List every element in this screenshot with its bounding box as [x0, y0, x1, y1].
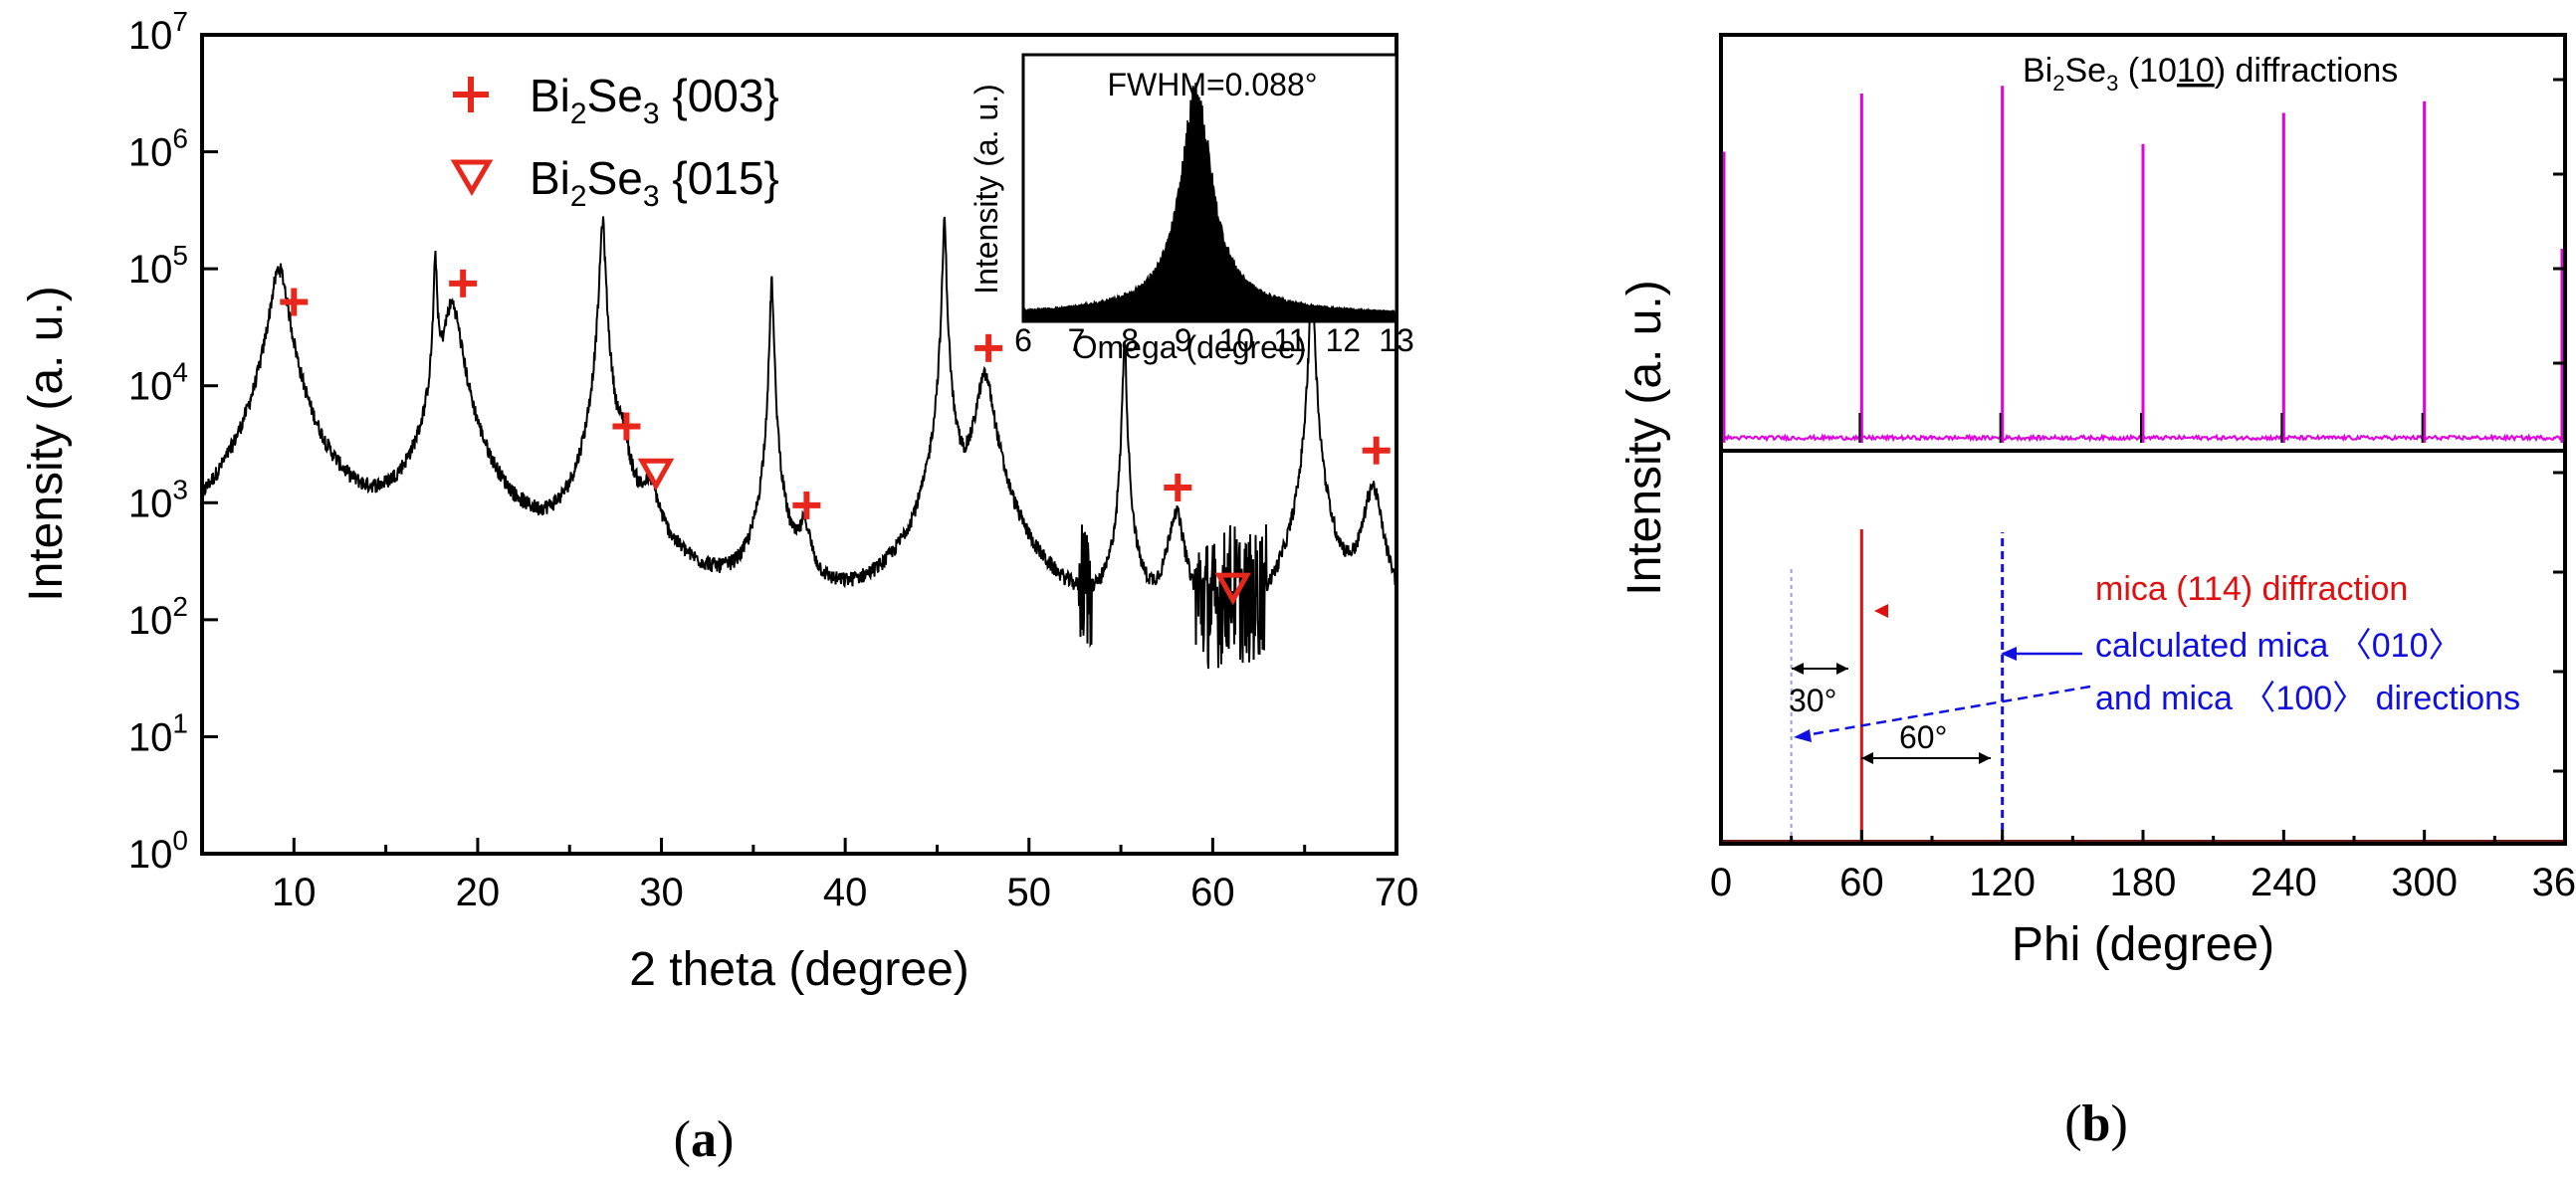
- y-axis-title-b: Intensity (a. u.): [1618, 280, 1671, 595]
- x-tick-label-b: 300: [2391, 861, 2458, 904]
- y-tick-label-a: 106: [128, 123, 188, 175]
- x-tick-label-b: 60: [1839, 861, 1884, 904]
- phi-top-title: Bi2Se3 (1010) diffractions: [2023, 52, 2398, 96]
- y-tick-label-a: 102: [128, 591, 188, 643]
- inset-x-tick-label: 12: [1326, 322, 1362, 358]
- calc-arrow-30: [1799, 685, 2091, 738]
- x-tick-label-a: 10: [272, 871, 317, 914]
- legend-entry-015: Bi2Se3 {015}: [530, 152, 779, 213]
- inset-x-tick-label: 7: [1068, 322, 1086, 358]
- x-tick-label-a: 30: [639, 871, 684, 914]
- legend-triangle: [450, 159, 494, 196]
- calc-mica-label-1: calculated mica 〈010〉: [2095, 627, 2463, 665]
- xrd-trace: [201, 216, 1397, 670]
- x-tick-label-a: 60: [1190, 871, 1235, 914]
- x-axis-title-a: 2 theta (degree): [629, 943, 969, 996]
- panel-label-b: (b): [2064, 1095, 2128, 1152]
- plus-marker: [449, 269, 478, 297]
- calc-mica-label-2: and mica 〈100〉 directions: [2095, 680, 2520, 717]
- peak-markers: [280, 269, 1391, 606]
- inset-fwhm-annotation: FWHM=0.088°: [1107, 67, 1317, 102]
- y-tick-label-a: 105: [128, 240, 188, 292]
- calc-arrowhead-120: [2001, 647, 2017, 661]
- x-tick-label-a: 20: [456, 871, 501, 914]
- x-tick-label-b: 240: [2251, 861, 2317, 904]
- y-ticks-b: [2553, 78, 2565, 773]
- inset-frame: [1021, 53, 1398, 323]
- bracket-60-left: [1861, 752, 1873, 764]
- legend-a: Bi2Se3 {003} Bi2Se3 {015}: [450, 70, 779, 213]
- bracket-30-right: [1836, 663, 1848, 675]
- phi-scan-bi2se3: [1720, 86, 2565, 443]
- inset-rocking-curve: 6 7 8 9 10 11 12 13 FWHM=0.088° Omega (degree) …: [968, 53, 1414, 365]
- plus-marker: [792, 491, 821, 519]
- angle-60-label: 60°: [1899, 719, 1947, 755]
- y-tick-label-a: 101: [128, 707, 188, 759]
- x-tick-label-b: 120: [1969, 861, 2036, 904]
- inset-x-tick-label: 11: [1273, 322, 1306, 358]
- mica-114-label: mica (114) diffraction: [2095, 570, 2408, 608]
- x-tick-label-a: 70: [1375, 871, 1419, 914]
- bracket-60-right: [1979, 752, 1991, 764]
- y-tick-label-a: 107: [128, 6, 188, 58]
- y-tick-label-a: 100: [128, 825, 188, 877]
- legend-entry-003: Bi2Se3 {003}: [530, 70, 779, 130]
- inset-x-ticks: 6 7 8 9 10 11 12 13: [1014, 313, 1414, 358]
- x-tick-label-b: 360: [2532, 861, 2576, 904]
- plus-marker: [1362, 436, 1391, 465]
- y-tick-label-a: 104: [128, 357, 188, 409]
- triangle-marker: [637, 458, 675, 492]
- inset-trace: [1022, 83, 1397, 322]
- x-tick-label-a: 50: [1007, 871, 1052, 914]
- inset-x-tick-label: 8: [1121, 322, 1139, 358]
- plus-marker: [280, 288, 309, 316]
- calc-arrowhead-30: [1794, 729, 1812, 742]
- x-ticks-b: 0 60 120 180 240 300 360: [1710, 830, 2576, 904]
- panel-b: 0 60 120 180 240 300 360 Bi2Se3 (1010) diffrac…: [1618, 33, 2576, 1152]
- x-tick-label-a: 40: [823, 871, 868, 914]
- x-tick-label-b: 180: [2110, 861, 2177, 904]
- inset-y-title: Intensity (a. u.): [968, 84, 1004, 295]
- triangle-marker: [1214, 572, 1251, 606]
- plus-marker: [974, 333, 1003, 362]
- y-ticks-a: 100 101 102 103 104 105 106 107: [128, 6, 218, 877]
- mica-red-arrowhead: [1874, 604, 1888, 618]
- plot-frame-a: [200, 33, 1398, 856]
- inset-x-tick-label: 9: [1175, 322, 1192, 358]
- plus-marker: [1164, 473, 1192, 501]
- y-tick-label-a: 103: [128, 474, 188, 525]
- y-axis-title-a: Intensity (a. u.): [20, 286, 73, 601]
- inset-x-tick-label: 6: [1014, 322, 1032, 358]
- x-ticks-a: 10 20 30 40 50 60 70: [200, 838, 1419, 914]
- angle-30-label: 30°: [1789, 683, 1836, 718]
- plus-marker: [612, 412, 641, 441]
- panel-label-a: (a): [674, 1111, 735, 1168]
- inset-x-tick-label: 13: [1379, 322, 1414, 358]
- inset-x-title: Omega (degree): [1073, 329, 1307, 365]
- bracket-30-left: [1792, 663, 1804, 675]
- inset-x-tick-label: 10: [1218, 322, 1254, 358]
- x-axis-title-b: Phi (degree): [2012, 918, 2274, 971]
- panel-a: 10 20 30 40 50 60 70 100101102103104105106107 …: [20, 6, 1418, 1168]
- x-tick-label-b: 0: [1710, 861, 1732, 904]
